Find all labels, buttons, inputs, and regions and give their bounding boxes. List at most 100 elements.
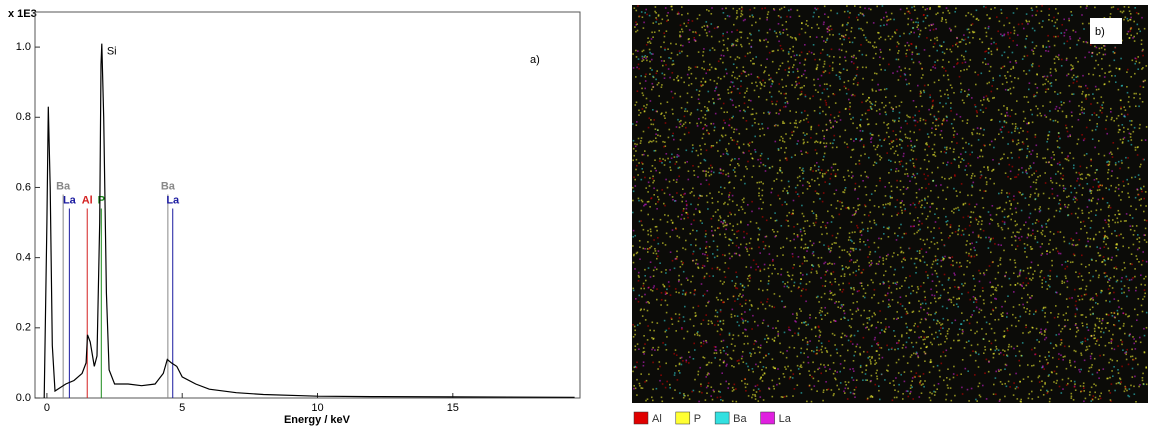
map-pixel bbox=[963, 56, 965, 58]
map-pixel bbox=[978, 386, 980, 388]
map-pixel bbox=[1139, 178, 1141, 180]
map-pixel bbox=[737, 163, 739, 165]
map-pixel bbox=[920, 168, 922, 170]
map-pixel bbox=[659, 366, 661, 368]
map-pixel bbox=[923, 282, 925, 284]
map-pixel bbox=[791, 132, 793, 134]
map-pixel bbox=[633, 336, 635, 338]
map-pixel bbox=[736, 67, 738, 69]
map-pixel bbox=[760, 270, 762, 272]
map-pixel bbox=[816, 272, 818, 274]
map-pixel bbox=[916, 183, 918, 185]
map-pixel bbox=[1088, 23, 1090, 25]
map-pixel bbox=[785, 85, 787, 87]
map-pixel bbox=[1092, 399, 1094, 401]
map-pixel bbox=[911, 342, 913, 344]
map-pixel bbox=[883, 204, 885, 206]
map-pixel bbox=[725, 148, 727, 150]
map-pixel bbox=[1015, 225, 1017, 227]
map-pixel bbox=[744, 92, 746, 94]
map-pixel bbox=[1142, 373, 1144, 375]
map-pixel bbox=[888, 365, 890, 367]
map-pixel bbox=[1010, 259, 1012, 261]
map-pixel bbox=[635, 388, 637, 390]
map-pixel bbox=[733, 296, 735, 298]
map-pixel bbox=[751, 157, 753, 159]
map-pixel bbox=[675, 349, 677, 351]
map-pixel bbox=[864, 8, 866, 10]
map-pixel bbox=[757, 384, 759, 386]
map-pixel bbox=[888, 287, 890, 289]
map-pixel bbox=[643, 50, 645, 52]
map-pixel bbox=[862, 54, 864, 56]
map-pixel bbox=[714, 352, 716, 354]
map-pixel bbox=[671, 9, 673, 11]
map-pixel bbox=[687, 217, 689, 219]
map-pixel bbox=[801, 290, 803, 292]
map-pixel bbox=[853, 207, 855, 209]
map-pixel bbox=[1046, 162, 1048, 164]
map-pixel bbox=[758, 400, 760, 402]
map-pixel bbox=[665, 179, 667, 181]
map-pixel bbox=[945, 103, 947, 105]
map-pixel bbox=[983, 6, 985, 8]
map-pixel bbox=[712, 202, 714, 204]
map-pixel bbox=[1104, 83, 1106, 85]
map-pixel bbox=[935, 128, 937, 130]
map-pixel bbox=[826, 83, 828, 85]
map-pixel bbox=[1067, 319, 1069, 321]
map-pixel bbox=[880, 51, 882, 53]
map-pixel bbox=[969, 225, 971, 227]
map-pixel bbox=[643, 27, 645, 29]
map-pixel bbox=[1081, 14, 1083, 16]
map-pixel bbox=[1087, 339, 1089, 341]
map-pixel bbox=[1100, 393, 1102, 395]
map-pixel bbox=[657, 237, 659, 239]
map-pixel bbox=[1101, 96, 1103, 98]
map-pixel bbox=[1040, 329, 1042, 331]
map-pixel bbox=[914, 376, 916, 378]
map-pixel bbox=[1039, 211, 1041, 213]
map-pixel bbox=[1135, 197, 1137, 199]
map-pixel bbox=[654, 349, 656, 351]
map-pixel bbox=[943, 208, 945, 210]
map-pixel bbox=[732, 201, 734, 203]
map-pixel bbox=[1099, 395, 1101, 397]
map-pixel bbox=[641, 179, 643, 181]
map-pixel bbox=[864, 171, 866, 173]
map-pixel bbox=[758, 247, 760, 249]
map-pixel bbox=[1019, 192, 1021, 194]
map-pixel bbox=[917, 250, 919, 252]
map-pixel bbox=[961, 387, 963, 389]
map-pixel bbox=[1118, 320, 1120, 322]
map-pixel bbox=[697, 334, 699, 336]
map-pixel bbox=[1006, 192, 1008, 194]
map-pixel bbox=[879, 310, 881, 312]
map-pixel bbox=[708, 184, 710, 186]
map-pixel bbox=[1047, 149, 1049, 151]
map-pixel bbox=[704, 143, 706, 145]
map-pixel bbox=[888, 136, 890, 138]
map-pixel bbox=[1122, 341, 1124, 343]
map-pixel bbox=[1113, 51, 1115, 53]
map-pixel bbox=[678, 281, 680, 283]
map-pixel bbox=[717, 209, 719, 211]
map-pixel bbox=[935, 256, 937, 258]
map-pixel bbox=[732, 139, 734, 141]
map-pixel bbox=[1056, 182, 1058, 184]
map-pixel bbox=[794, 126, 796, 128]
map-pixel bbox=[706, 246, 708, 248]
map-pixel bbox=[874, 73, 876, 75]
map-pixel bbox=[632, 245, 634, 247]
map-pixel bbox=[1016, 62, 1018, 64]
map-pixel bbox=[843, 310, 845, 312]
map-pixel bbox=[843, 304, 845, 306]
map-pixel bbox=[642, 154, 644, 156]
map-pixel bbox=[918, 300, 920, 302]
map-pixel bbox=[848, 37, 850, 39]
map-pixel bbox=[871, 324, 873, 326]
map-pixel bbox=[1059, 185, 1061, 187]
map-pixel bbox=[867, 124, 869, 126]
map-pixel bbox=[701, 110, 703, 112]
map-pixel bbox=[988, 237, 990, 239]
